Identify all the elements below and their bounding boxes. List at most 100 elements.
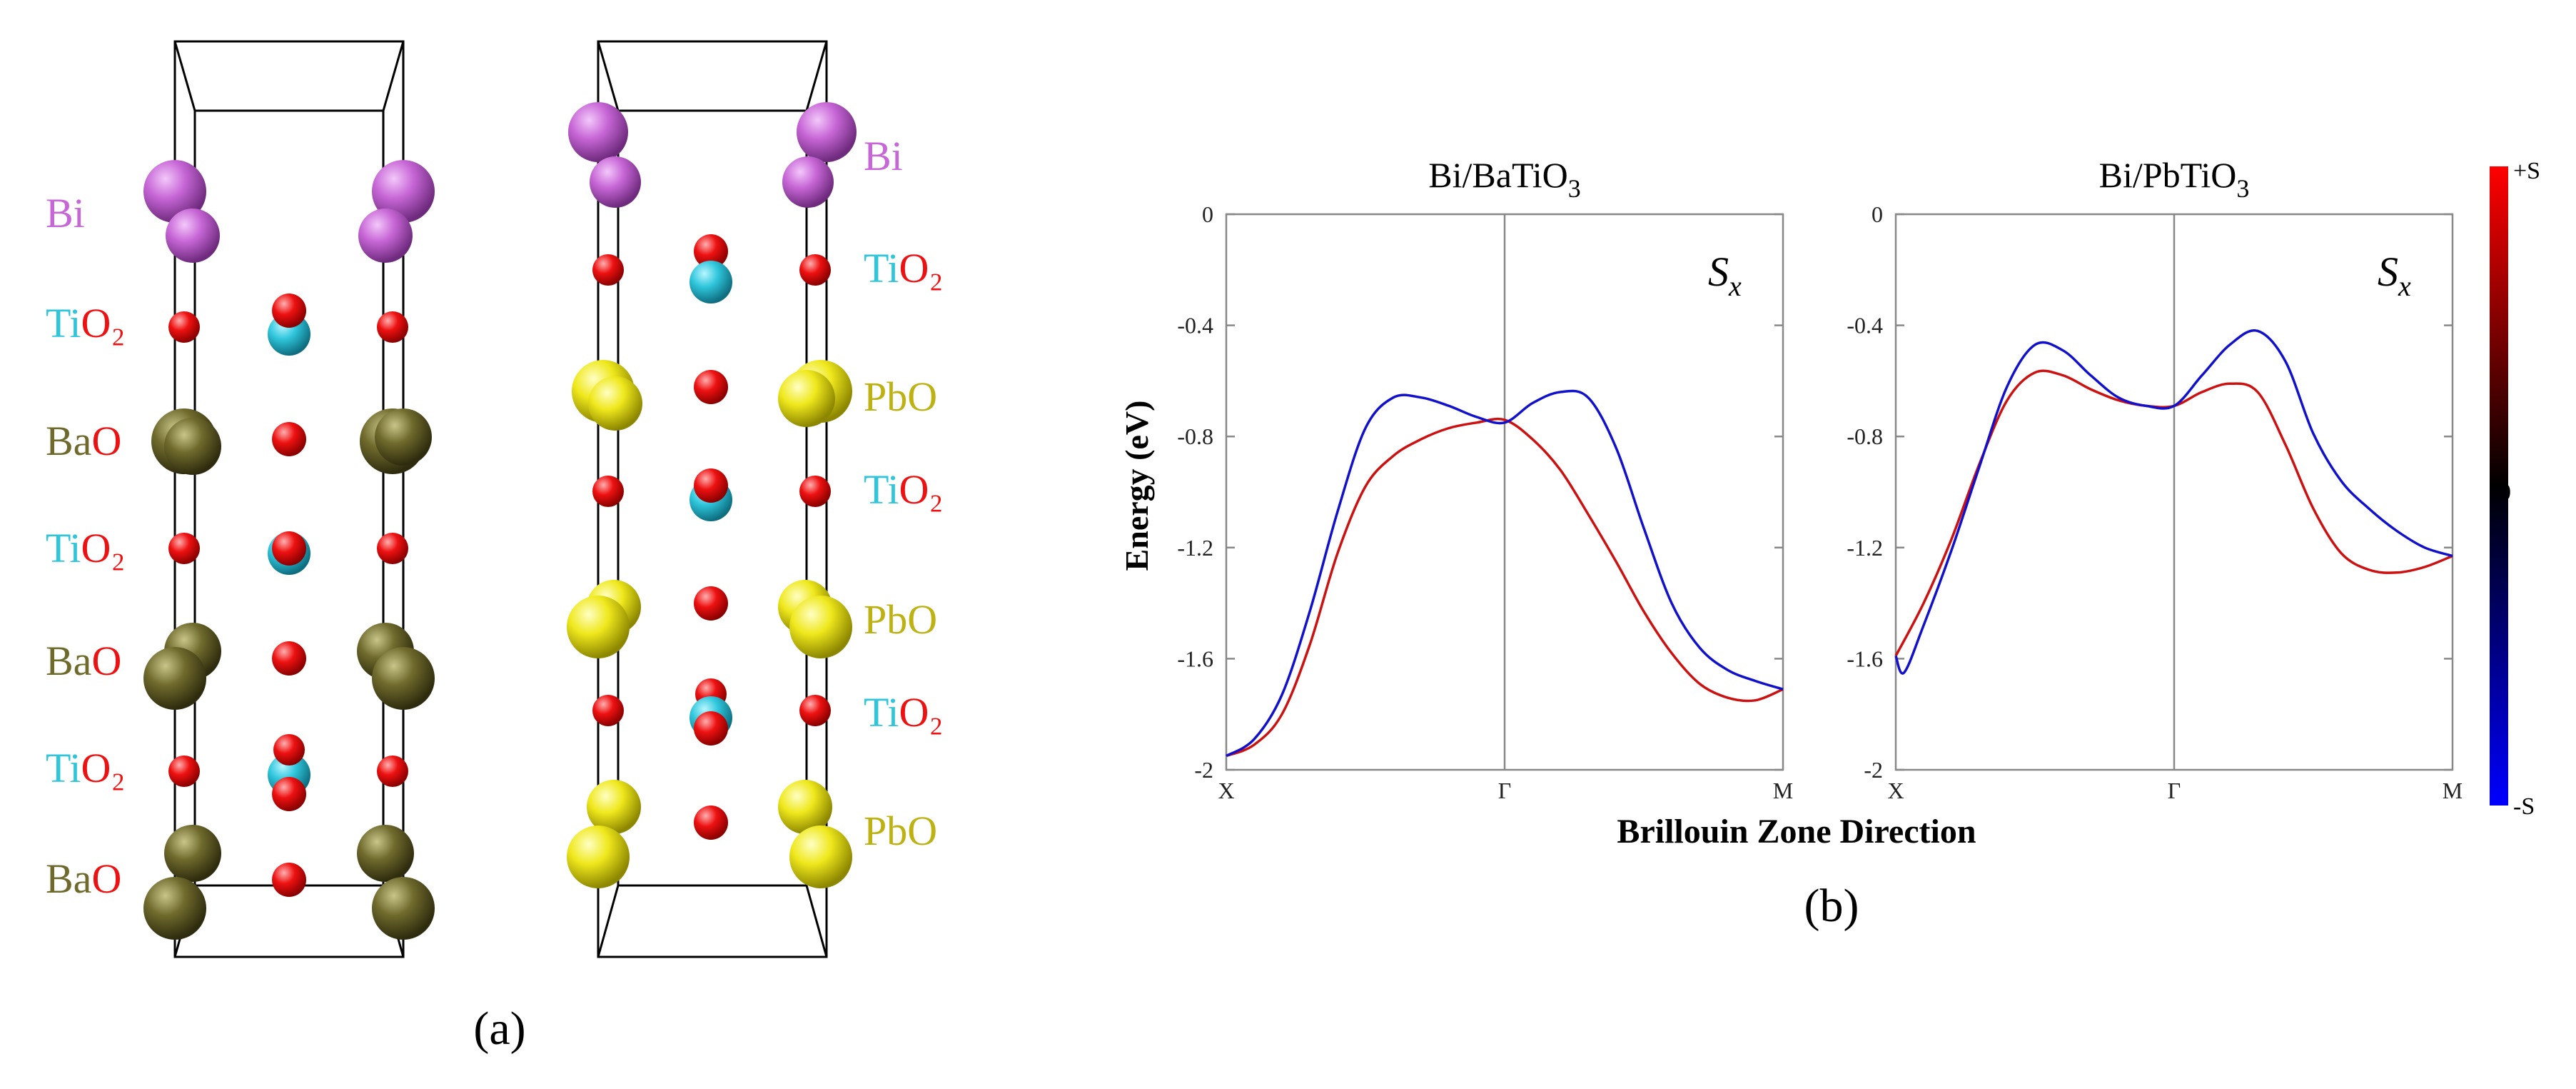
layer-label: BaO <box>46 638 121 684</box>
band-line-blue <box>1894 328 2453 675</box>
layer-label-part: Ti <box>46 300 81 346</box>
atom-o <box>377 533 408 564</box>
atom-o <box>592 695 624 726</box>
layer-label-part: Ti <box>864 245 899 291</box>
atom-o <box>694 370 728 404</box>
atom-ba <box>372 647 435 710</box>
x-tick-label: X <box>1887 778 1904 803</box>
atom-bi <box>568 102 628 162</box>
layer-label-part: Ti <box>864 689 899 736</box>
y-tick-label: -2 <box>1194 757 1213 783</box>
atom-o <box>694 468 728 503</box>
layer-label-part: PbO <box>864 808 937 854</box>
layer-label: TiO₂ <box>46 525 126 571</box>
y-tick-label: 0 <box>1872 201 1883 227</box>
atom-pb <box>588 376 642 431</box>
y-tick-label: -0.4 <box>1177 313 1213 338</box>
layer-label: PbO <box>864 596 937 643</box>
y-tick-label: -1.2 <box>1177 535 1213 561</box>
atom-o <box>168 533 200 564</box>
atom-ba <box>357 825 414 882</box>
atom-bi <box>166 209 220 263</box>
atom-o <box>377 311 408 343</box>
panel-b-caption: (b) <box>1804 880 1859 932</box>
batio3-band-plot: 0 -0.4 -0.8 -1.2 -1.6 -2X Γ M Bi/BaTiO3 Sx <box>1177 155 1793 803</box>
x-tick-label: X <box>1218 778 1234 803</box>
layer-label-part: Ba <box>46 418 91 464</box>
y-tick-label: -1.2 <box>1847 535 1883 561</box>
atom-ti <box>690 261 732 303</box>
plot-title: Bi/PbTiO3 <box>2099 155 2250 203</box>
y-tick-label: -1.6 <box>1847 646 1883 671</box>
atom-o <box>592 254 624 286</box>
atom-o <box>694 234 728 269</box>
atom-pb <box>789 596 852 658</box>
layer-label-part: Ba <box>46 638 91 684</box>
atom-ba <box>143 877 206 940</box>
pbtio3-unit-cell <box>567 40 857 958</box>
layer-label: Bi <box>46 190 85 236</box>
atom-o <box>799 254 831 286</box>
atom-bi <box>358 209 413 263</box>
layer-label: PbO <box>864 373 937 420</box>
y-tick-label: -0.8 <box>1177 423 1213 449</box>
band-line-blue <box>1226 389 1784 758</box>
atom-bi <box>590 156 641 208</box>
y-tick-label: -1.6 <box>1177 646 1213 671</box>
atom-o <box>592 476 624 507</box>
layer-label-part: O₂ <box>81 745 126 791</box>
layer-label: TiO₂ <box>864 689 944 736</box>
atom-o <box>272 293 306 328</box>
pbtio3-band-plot: 0 -0.4 -0.8 -1.2 -1.6 -2X Γ M Bi/PbTiO3 Sx <box>1847 155 2463 803</box>
atom-o <box>272 863 306 897</box>
plot-title-main: Bi/BaTiO <box>1428 155 1567 195</box>
y-axis-label: Energy (eV) <box>1118 401 1155 571</box>
atom-pb <box>778 780 832 834</box>
atom-o <box>168 756 200 787</box>
atom-o <box>168 311 200 343</box>
layer-label-part: Bi <box>46 190 85 236</box>
layer-label-part: O₂ <box>899 466 944 513</box>
atom-ba <box>164 825 221 882</box>
atom-bi <box>143 160 206 223</box>
atom-pb <box>567 825 630 888</box>
atom-pb <box>789 825 852 888</box>
x-tick-label: Γ <box>2168 778 2181 803</box>
layer-label-part: O <box>91 638 121 684</box>
layer-label-part: O₂ <box>899 689 944 736</box>
spin-component-annotation: Sx <box>2378 249 2411 302</box>
atom-o <box>799 476 831 507</box>
colorbar-top-label: +S <box>2513 158 2540 184</box>
layer-label-part: Ba <box>46 855 91 902</box>
y-tick-label: -0.8 <box>1847 423 1883 449</box>
x-tick-label: M <box>1773 778 1793 803</box>
layer-label: TiO₂ <box>46 300 126 346</box>
colorbar-mid-label: 0 <box>2499 479 2511 506</box>
annotation-main: S <box>1708 249 1729 295</box>
atom-o <box>273 734 305 766</box>
colorbar-bottom-label: -S <box>2513 793 2535 820</box>
atom-o <box>272 422 306 456</box>
layer-label: BaO <box>46 418 121 464</box>
layer-label: TiO₂ <box>46 745 126 791</box>
cell-edge-bottom <box>597 884 828 958</box>
layer-label: TiO₂ <box>864 466 944 513</box>
atom-o <box>694 586 728 621</box>
layer-label-part: Ti <box>864 466 899 513</box>
layer-label-part: O₂ <box>81 525 126 571</box>
layer-label-part: PbO <box>864 596 937 643</box>
atom-ba <box>375 408 432 466</box>
cell-edge-top <box>597 41 828 112</box>
atom-o <box>799 695 831 726</box>
atom-bi <box>372 160 435 223</box>
atom-ba <box>164 418 221 475</box>
band-line-red <box>1226 417 1784 758</box>
annotation-subscript: x <box>1728 270 1742 302</box>
layer-label-part: Ti <box>46 525 81 571</box>
layer-label: Bi <box>864 133 903 179</box>
colorbar: +S 0 -S <box>2490 158 2540 820</box>
atom-o <box>272 531 306 566</box>
layer-label: TiO₂ <box>864 245 944 291</box>
